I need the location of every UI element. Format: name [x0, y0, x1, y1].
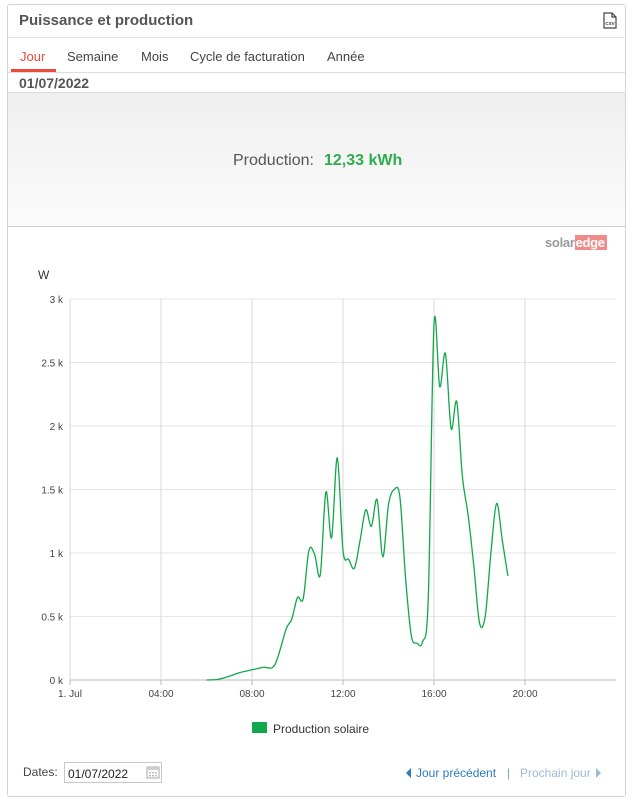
current-date-label: 01/07/2022 — [19, 75, 90, 91]
y-tick-labels: 0 k 0.5 k 1 k 1.5 k 2 k 2.5 k 3 k — [41, 295, 64, 687]
chart-grid — [69, 298, 616, 685]
x-tick-labels: 1. Jul 04:00 08:00 12:00 16:00 20:00 — [58, 689, 538, 700]
csv-file-icon[interactable]: CSV — [603, 12, 617, 29]
svg-text:CSV: CSV — [605, 21, 614, 26]
production-summary: Production: 12,33 kWh — [8, 92, 625, 227]
production-value: 12,33 kWh — [324, 152, 403, 169]
y-tick-label: 0 k — [50, 676, 64, 687]
legend-swatch-production-solaire[interactable] — [252, 722, 267, 733]
x-tick-label: 20:00 — [512, 689, 537, 700]
previous-day-label: Jour précédent — [416, 766, 497, 780]
y-tick-label: 1.5 k — [41, 486, 64, 497]
y-tick-label: 0.5 k — [41, 613, 64, 624]
active-tab-indicator — [11, 69, 56, 72]
next-day-label: Prochain jour — [520, 766, 591, 780]
tab-cycle-facturation[interactable]: Cycle de facturation — [190, 49, 305, 64]
y-tick-label: 1 k — [50, 549, 64, 560]
x-tick-label: 16:00 — [421, 689, 446, 700]
panel-title: Puissance et production — [19, 12, 194, 29]
tab-mois[interactable]: Mois — [141, 49, 169, 64]
arrow-right-icon — [595, 768, 601, 778]
x-tick-label: 1. Jul — [58, 689, 82, 700]
date-input[interactable] — [64, 762, 162, 783]
tab-semaine[interactable]: Semaine — [67, 49, 119, 64]
panel-header: Puissance et production CSV — [8, 5, 625, 38]
previous-day-link[interactable]: Jour précédent — [406, 766, 496, 780]
calendar-icon[interactable] — [146, 765, 160, 779]
x-tick-label: 04:00 — [148, 689, 173, 700]
x-tick-label: 08:00 — [239, 689, 264, 700]
legend-label-production-solaire[interactable]: Production solaire — [273, 722, 370, 736]
arrow-left-icon — [406, 768, 411, 778]
power-chart: W 0 k 0.5 k 1 k 1.5 k 2 k 2.5 k 3 k 1. Jul 04:0… — [38, 268, 616, 700]
solaredge-logo: solaredge — [545, 235, 607, 250]
production-label: Production: — [233, 152, 314, 169]
dates-label: Dates: — [23, 765, 58, 779]
y-axis-label: W — [38, 268, 50, 282]
y-tick-label: 3 k — [50, 295, 64, 306]
period-tabs: Jour Semaine Mois Cycle de facturation A… — [8, 38, 625, 73]
y-tick-label: 2 k — [50, 422, 64, 433]
nav-separator: | — [507, 766, 511, 780]
tab-annee[interactable]: Année — [327, 49, 365, 64]
series-line-production-solaire — [206, 315, 509, 681]
x-tick-label: 12:00 — [330, 689, 355, 700]
y-tick-label: 2.5 k — [41, 359, 64, 370]
tab-jour[interactable]: Jour — [20, 49, 46, 64]
chart-series — [206, 315, 509, 681]
next-day-link[interactable]: Prochain jour — [520, 766, 601, 780]
power-production-panel: Puissance et production CSV Jour Semaine… — [7, 4, 626, 797]
